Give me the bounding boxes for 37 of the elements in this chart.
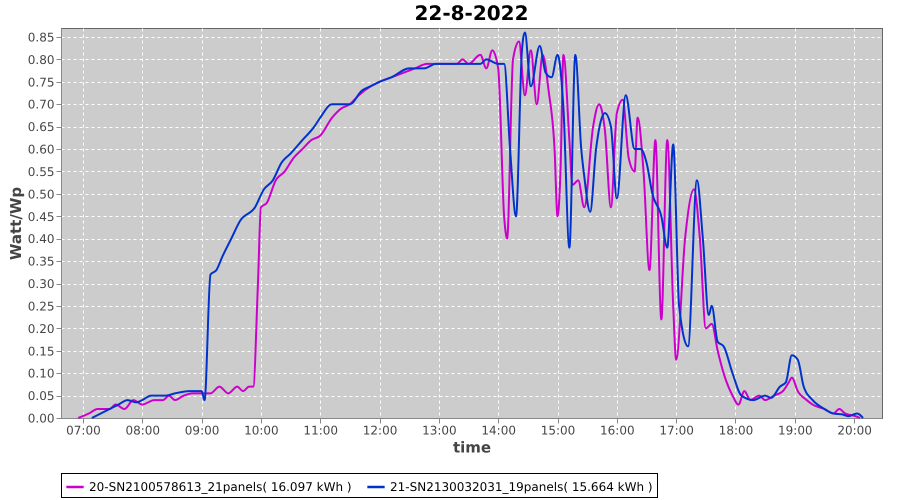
y-tick-label: 0.05 <box>28 389 54 404</box>
y-tick-label: 0.30 <box>28 277 54 292</box>
y-tick-label: 0.25 <box>28 299 54 314</box>
x-tick-label: 11:00 <box>303 424 338 438</box>
x-tick-label: 09:00 <box>184 424 220 438</box>
y-tick-label: 0.35 <box>28 254 54 269</box>
x-axis-title: time <box>452 438 492 456</box>
y-tick-label: 0.15 <box>28 344 54 358</box>
y-tick-label: 0.00 <box>28 412 54 426</box>
chart-title: 22-8-2022 <box>414 1 529 25</box>
y-tick-label: 0.10 <box>28 366 54 381</box>
x-tick-label: 07:00 <box>66 424 101 438</box>
legend-label: 21-SN2130032031_19panels( 15.664 kWh ) <box>390 480 653 494</box>
x-tick-label: 20:00 <box>837 424 872 438</box>
y-tick-label: 0.85 <box>28 30 54 44</box>
x-tick-label: 16:00 <box>600 424 635 438</box>
x-tick-label: 18:00 <box>718 424 754 438</box>
x-tick-label: 13:00 <box>422 424 457 438</box>
x-tick-label: 10:00 <box>244 424 279 438</box>
y-tick-label: 0.55 <box>28 164 54 179</box>
y-tick-label: 0.70 <box>28 98 54 112</box>
x-tick-label: 14:00 <box>481 424 516 438</box>
y-tick-label: 0.40 <box>28 232 54 246</box>
y-tick-label: 0.75 <box>28 75 54 90</box>
x-tick-label: 15:00 <box>540 424 576 438</box>
y-tick-label: 0.60 <box>28 142 54 157</box>
y-tick-label: 0.20 <box>28 322 54 336</box>
y-tick-label: 0.50 <box>28 187 54 202</box>
legend-label: 20-SN2100578613_21panels( 16.097 kWh ) <box>89 480 352 494</box>
y-tick-label: 0.80 <box>28 52 54 67</box>
x-tick-label: 19:00 <box>778 424 813 438</box>
y-axis-title: Watt/Wp <box>6 186 25 260</box>
x-tick-label: 08:00 <box>125 424 160 438</box>
y-tick-label: 0.45 <box>28 210 54 224</box>
x-tick-label: 12:00 <box>362 424 398 438</box>
x-tick-label: 17:00 <box>659 424 694 438</box>
y-tick-label: 0.65 <box>28 120 54 134</box>
